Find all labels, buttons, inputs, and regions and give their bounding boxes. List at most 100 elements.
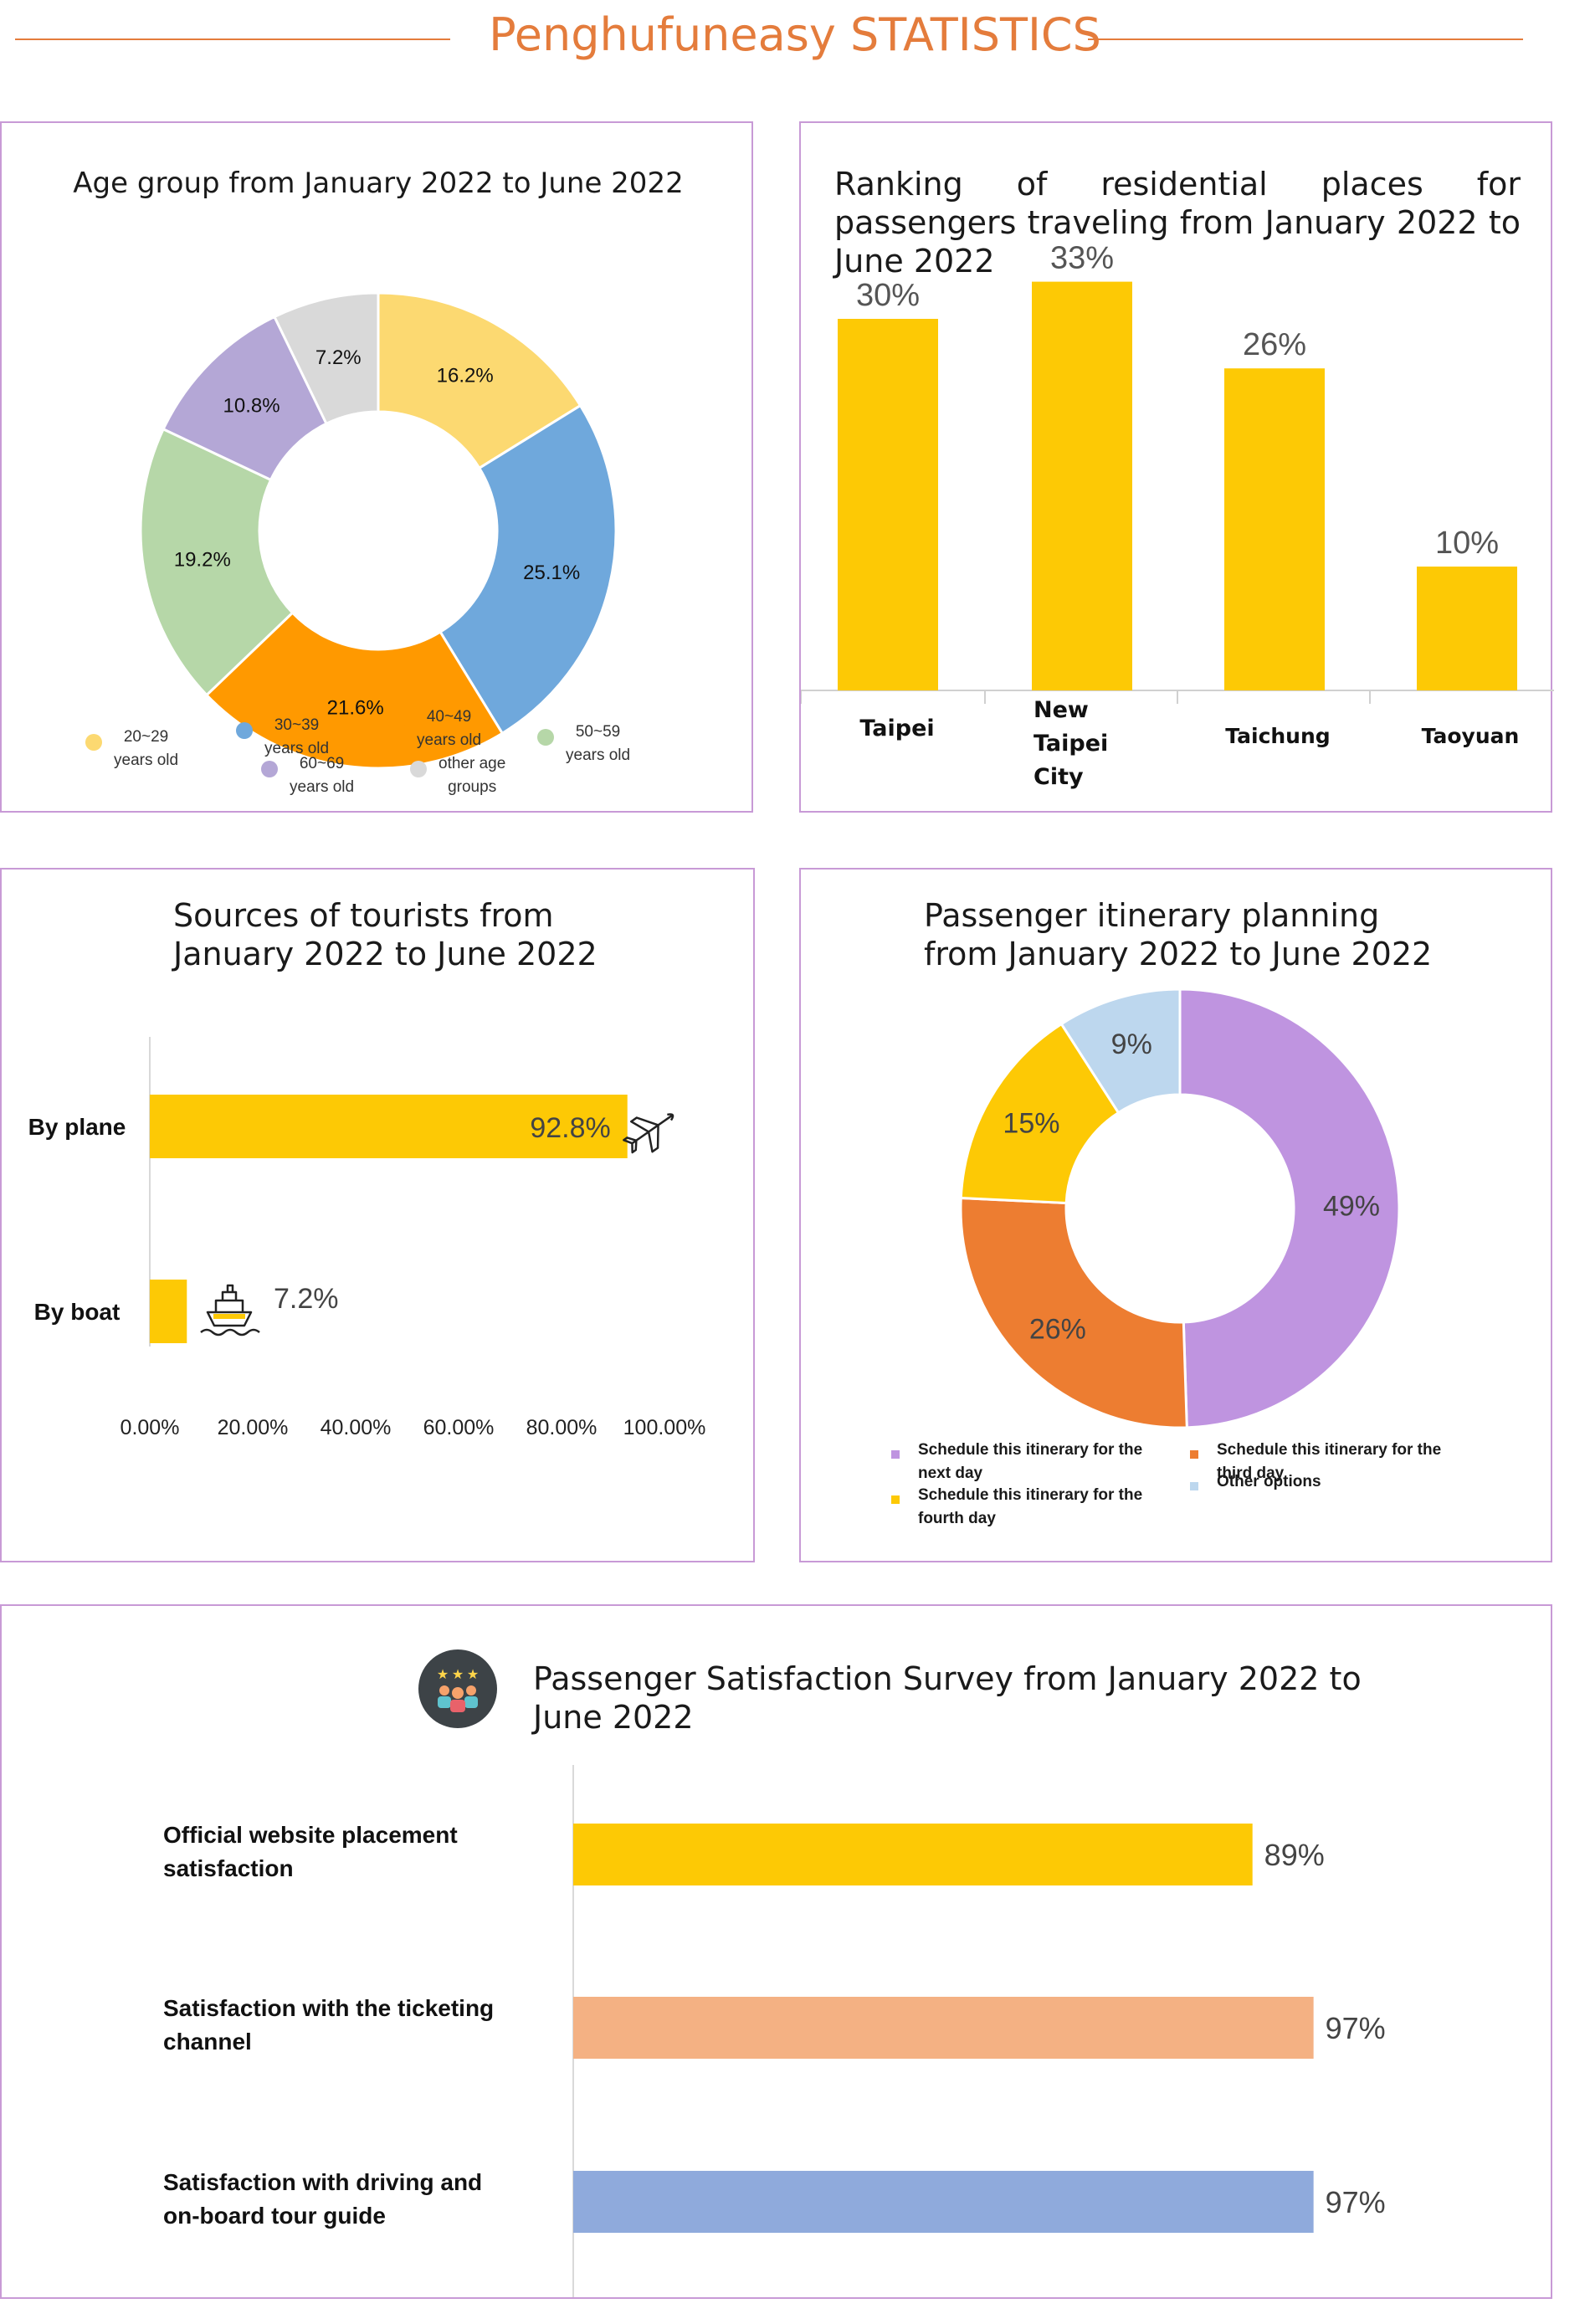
itinerary-panel: Passenger itinerary planning from Januar…	[799, 868, 1552, 1562]
itinerary-slice	[1178, 988, 1401, 1429]
sat-category-label: Satisfaction with the ticketing	[163, 1995, 494, 2021]
itinerary-legend: Schedule this itinerary for the next day…	[801, 870, 1554, 1564]
itinerary-legend-label: Schedule this itinerary for the third da…	[1217, 1441, 1442, 1482]
sat-value-label: 97%	[1326, 2011, 1386, 2045]
sat-category-label: satisfaction	[163, 1855, 294, 1881]
age-legend-item: 50~59 years old	[537, 721, 630, 767]
itinerary-slice	[1059, 988, 1182, 1115]
res-value-label: 10%	[1435, 526, 1499, 561]
age-group-panel: Age group from January 2022 to June 2022…	[0, 121, 753, 813]
itinerary-legend-item: Schedule this itinerary for the third da…	[1190, 1439, 1441, 1485]
sat-bar	[573, 1824, 1253, 1885]
src-value-label: 7.2%	[274, 1283, 339, 1315]
legend-swatch	[1190, 1450, 1198, 1459]
itinerary-slice-label: 49%	[1323, 1191, 1380, 1223]
itinerary-chart-title: Passenger itinerary planning from Januar…	[924, 897, 1433, 972]
sat-value-label: 89%	[1264, 1838, 1325, 1872]
itinerary-slice-label: 26%	[1029, 1314, 1086, 1346]
res-value-label: 33%	[1050, 241, 1114, 276]
age-slice	[377, 291, 582, 470]
src-bar	[150, 1280, 187, 1343]
legend-swatch	[388, 714, 405, 731]
legend-swatch	[537, 729, 554, 746]
residential-panel: Ranking of residential places for passen…	[799, 121, 1554, 813]
age-legend-label: 50~59 years old	[566, 723, 631, 764]
itinerary-donut-chart: 49% 26% 15% 9%	[959, 988, 1401, 1429]
age-slice-label: 16.2%	[437, 364, 494, 387]
age-slice-label: 21.6%	[327, 697, 384, 720]
src-bar	[150, 1095, 628, 1158]
itinerary-legend-label: Schedule this itinerary for the next day	[918, 1441, 1143, 1482]
res-bar	[1224, 368, 1325, 690]
age-legend-label: 40~49 years old	[417, 708, 482, 749]
src-x-tick-label: 0.00%	[121, 1416, 180, 1439]
age-slice	[139, 427, 295, 697]
legend-swatch	[85, 734, 102, 751]
src-x-tick-label: 80.00%	[526, 1416, 598, 1439]
legend-swatch	[236, 722, 253, 739]
res-bar	[1417, 567, 1517, 690]
age-legend-item: 30~39 years old	[236, 714, 329, 761]
itinerary-slice	[959, 1022, 1121, 1205]
itinerary-legend-label: Other options	[1217, 1473, 1321, 1490]
sat-bar	[573, 1997, 1314, 2059]
itinerary-legend-item: Schedule this itinerary for the next day	[891, 1439, 1142, 1485]
age-legend-item: 20~29 years old	[85, 726, 178, 772]
svg-text:★: ★	[437, 1668, 449, 1682]
age-slice-label: 10.8%	[223, 395, 280, 418]
src-x-tick-label: 60.00%	[423, 1416, 495, 1439]
ship-icon	[200, 1284, 260, 1336]
itinerary-legend-item: Schedule this itinerary for the fourth d…	[891, 1484, 1142, 1531]
airplane-icon	[623, 1113, 674, 1154]
itinerary-slice	[959, 1196, 1188, 1429]
svg-text:★: ★	[467, 1668, 479, 1682]
legend-swatch	[261, 761, 278, 777]
sat-bar	[573, 2171, 1314, 2233]
legend-swatch	[410, 761, 427, 777]
age-legend-label: 20~29 years old	[114, 728, 179, 769]
itinerary-slice-label: 9%	[1111, 1029, 1152, 1060]
res-bar	[838, 319, 938, 690]
age-legend-item: 60~69 years old	[261, 752, 354, 799]
res-bar	[1032, 281, 1132, 690]
age-legend-item: 40~49 years old	[388, 705, 481, 752]
ship-stripe	[213, 1314, 245, 1319]
sat-category-label: Official website placement	[163, 1822, 458, 1848]
res-category-label: Taichung	[1225, 724, 1331, 748]
satisfaction-chart-title: Passenger Satisfaction Survey from Janua…	[533, 1660, 1362, 1736]
satisfaction-panel: ★ ★ ★ Passenger Satisfaction Survey from…	[0, 1604, 1552, 2299]
age-legend-label: other age groups	[439, 755, 506, 796]
res-value-label: 26%	[1243, 327, 1306, 362]
legend-swatch	[1190, 1482, 1198, 1490]
sources-chart-title: Sources of tourists from January 2022 to…	[173, 897, 598, 972]
age-legend-item: other age groups	[410, 752, 505, 799]
age-slice-label: 19.2%	[174, 549, 231, 572]
age-slice	[272, 291, 380, 426]
age-slice	[439, 403, 618, 736]
res-category-label: Taoyuan	[1421, 724, 1520, 748]
src-value-label: 92.8%	[530, 1112, 610, 1144]
header-rule-left	[15, 38, 450, 40]
header-rule-right	[1088, 38, 1523, 40]
age-slice-label: 25.1%	[523, 562, 580, 584]
sat-value-label: 97%	[1326, 2185, 1386, 2219]
age-legend-label: 60~69 years old	[290, 755, 355, 796]
page-title: Penghufuneasy STATISTICS	[489, 8, 1101, 61]
res-category-label-text: New Taipei City	[1034, 697, 1109, 790]
src-x-tick-label: 40.00%	[321, 1416, 392, 1439]
sat-category-label: Satisfaction with driving and	[163, 2169, 482, 2195]
res-category-label: Taipei	[859, 716, 935, 741]
src-x-tick-label: 100.00%	[623, 1416, 706, 1439]
age-legend-label: 30~39 years old	[264, 716, 330, 757]
res-value-label: 30%	[856, 278, 920, 313]
itinerary-legend-label: Schedule this itinerary for the fourth d…	[918, 1486, 1143, 1527]
age-donut-chart: 16.2% 25.1% 21.6% 19.2% 10.8% 7.2%	[139, 291, 618, 770]
sat-category-label: channel	[163, 2029, 252, 2055]
sources-bar-chart: By plane By boat 92.8% 7.2% 0.00% 20.00% 40.00…	[28, 1037, 706, 1439]
legend-swatch	[891, 1450, 900, 1459]
src-category-label: By boat	[34, 1299, 121, 1325]
age-legend: 20~29 years old 30~39 years old 40~49 year…	[2, 123, 755, 814]
src-x-tick-label: 20.00%	[218, 1416, 289, 1439]
svg-text:★: ★	[452, 1668, 464, 1682]
res-category-label: New Taipei City	[1034, 694, 1142, 794]
